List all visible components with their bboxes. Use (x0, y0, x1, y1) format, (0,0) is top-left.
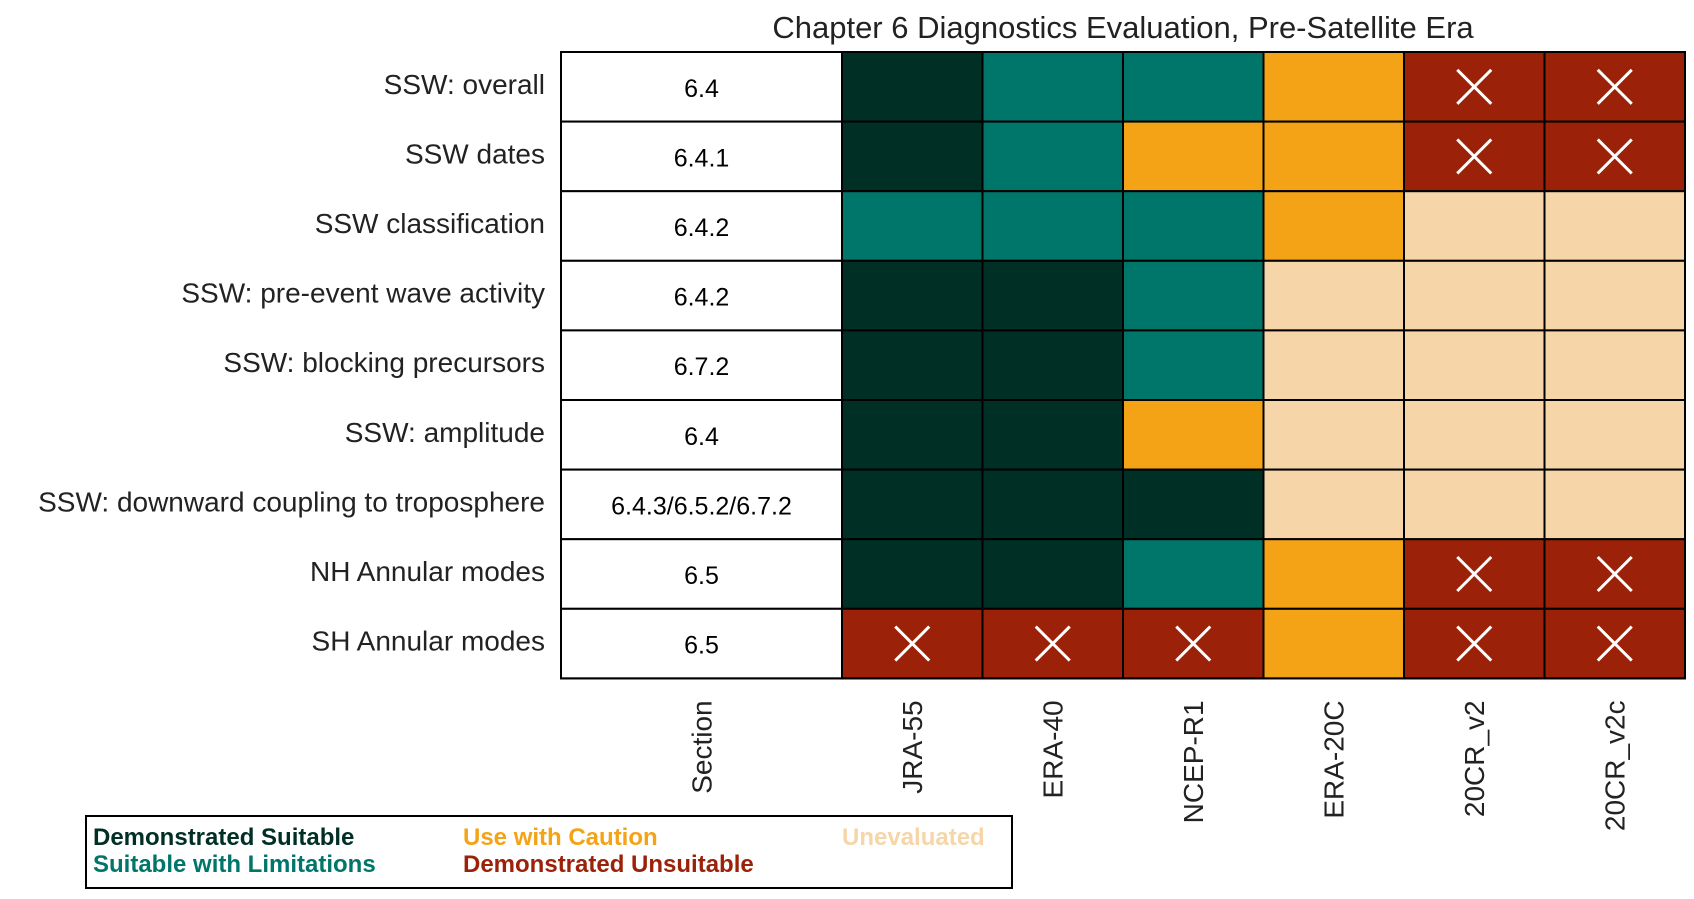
unsuitable-cross-marker (1596, 68, 1633, 105)
row-label: SSW: overall (384, 69, 545, 100)
section-value: 6.4.3/6.5.2/6.7.2 (611, 492, 792, 520)
cell-20cr-v2 (1403, 468, 1546, 541)
cell-ncep-r1 (1122, 468, 1265, 541)
cell-era-20c (1262, 259, 1405, 332)
cell-20cr-v2 (1403, 399, 1546, 471)
cell-20cr-v2 (1403, 259, 1546, 332)
cell-ncep-r1 (1122, 120, 1265, 193)
section-cell (560, 468, 843, 541)
legend-demonstrated-unsuitable: Demonstrated Unsuitable (463, 851, 754, 878)
legend-unevaluated: Unevaluated (842, 824, 985, 851)
cell-20cr-v2c (1543, 468, 1686, 541)
cell-era-40 (981, 120, 1124, 193)
cell-jra-55 (841, 468, 984, 541)
section-value: 6.4.2 (674, 284, 730, 312)
column-label-section: Section (687, 700, 718, 793)
cell-20cr-v2 (1403, 329, 1546, 401)
section-value: 6.4.2 (674, 214, 730, 242)
section-value: 6.4 (684, 423, 719, 451)
unsuitable-cross-marker (1596, 555, 1633, 593)
column-label: 20CR_v2c (1600, 700, 1631, 831)
cell-era-40 (981, 190, 1124, 262)
cell-20cr-v2c (1543, 399, 1686, 471)
cell-era-40 (981, 259, 1124, 332)
row-label: SSW: amplitude (345, 417, 545, 448)
section-value: 6.4.1 (674, 144, 730, 172)
section-value: 6.5 (684, 632, 719, 660)
chart-title: Chapter 6 Diagnostics Evaluation, Pre-Sa… (772, 10, 1474, 45)
column-label: JRA-55 (897, 700, 928, 793)
legend: Demonstrated Suitable Suitable with Limi… (85, 815, 1013, 889)
cell-era-20c (1262, 190, 1405, 262)
cell-20cr-v2c (1543, 190, 1686, 262)
cell-era-40 (981, 399, 1124, 471)
cell-jra-55 (841, 120, 984, 193)
legend-suitable-with-limitations: Suitable with Limitations (93, 851, 376, 878)
section-cell (560, 259, 843, 332)
column-label: 20CR_v2 (1459, 700, 1490, 817)
column-label: NCEP-R1 (1178, 700, 1209, 823)
cell-jra-55 (841, 399, 984, 471)
unsuitable-cross-marker (1456, 138, 1493, 175)
unsuitable-cross-marker (1596, 625, 1633, 662)
unsuitable-cross-marker (1456, 68, 1493, 105)
cell-era-40 (981, 468, 1124, 541)
unsuitable-cross-marker (1175, 625, 1212, 662)
cell-era-20c (1262, 399, 1405, 471)
column-label: ERA-20C (1319, 700, 1350, 818)
unsuitable-cross-marker (894, 625, 931, 662)
cell-jra-55 (841, 329, 984, 401)
cell-20cr-v2c (1543, 259, 1686, 332)
cell-ncep-r1 (1122, 329, 1265, 401)
grid-frame (560, 51, 1686, 680)
unsuitable-cross-marker (1456, 625, 1493, 662)
section-value: 6.5 (684, 562, 719, 590)
cell-20cr-v2c (1543, 329, 1686, 401)
cell-ncep-r1 (1122, 51, 1265, 123)
cell-20cr-v2 (1403, 190, 1546, 262)
cell-era-20c (1262, 607, 1405, 680)
row-label: NH Annular modes (310, 556, 545, 587)
cell-era-20c (1262, 468, 1405, 541)
row-label: SSW: pre-event wave activity (181, 278, 545, 309)
row-label: SSW dates (405, 138, 545, 169)
cell-ncep-r1 (1122, 399, 1265, 471)
unsuitable-cross-marker (1456, 555, 1493, 593)
cell-ncep-r1 (1122, 259, 1265, 332)
section-value: 6.4 (684, 75, 719, 103)
row-label: SH Annular modes (312, 626, 545, 657)
cell-era-20c (1262, 51, 1405, 123)
cell-ncep-r1 (1122, 190, 1265, 262)
legend-use-with-caution: Use with Caution (463, 824, 658, 851)
cell-era-20c (1262, 538, 1405, 610)
cell-era-20c (1262, 120, 1405, 193)
cell-era-40 (981, 329, 1124, 401)
cell-jra-55 (841, 190, 984, 262)
cell-ncep-r1 (1122, 538, 1265, 610)
section-cell (560, 51, 843, 123)
section-cell (560, 190, 843, 262)
legend-demonstrated-suitable: Demonstrated Suitable (93, 824, 355, 851)
row-label: SSW: blocking precursors (223, 347, 545, 378)
section-value: 6.7.2 (674, 353, 730, 381)
row-label: SSW classification (315, 208, 545, 239)
section-cell (560, 538, 843, 610)
unsuitable-cross-marker (1034, 625, 1071, 662)
column-label: ERA-40 (1038, 700, 1069, 798)
cell-jra-55 (841, 538, 984, 610)
unsuitable-cross-marker (1596, 138, 1633, 175)
cell-jra-55 (841, 259, 984, 332)
cell-jra-55 (841, 51, 984, 123)
row-label: SSW: downward coupling to troposphere (38, 486, 545, 517)
cell-era-20c (1262, 329, 1405, 401)
cell-era-40 (981, 51, 1124, 123)
cell-era-40 (981, 538, 1124, 610)
